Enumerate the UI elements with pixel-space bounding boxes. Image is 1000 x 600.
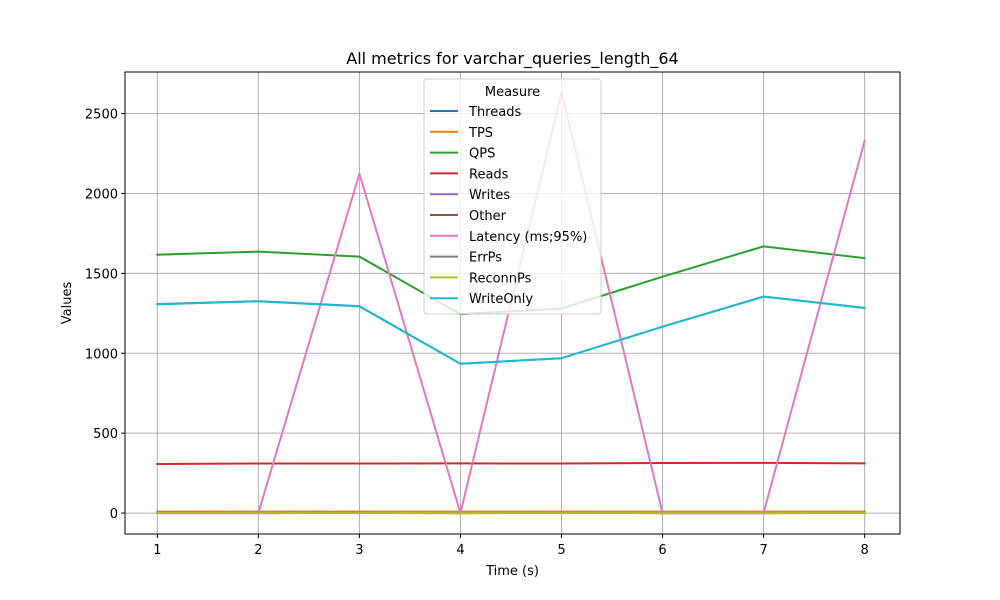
legend-label-reconnps: ReconnPs bbox=[469, 271, 532, 286]
legend-label-writes: Writes bbox=[469, 188, 510, 203]
legend-label-threads: Threads bbox=[468, 105, 521, 120]
x-tick-label: 3 bbox=[355, 543, 363, 558]
y-tick-label: 500 bbox=[93, 427, 118, 442]
legend-label-errps: ErrPs bbox=[469, 251, 502, 266]
x-tick-label: 6 bbox=[658, 543, 666, 558]
axis-ticks: 1 2 3 4 5 6 7 8 0 500 1000 1500 2000 2500 bbox=[85, 108, 869, 558]
x-tick-label: 7 bbox=[759, 543, 767, 558]
y-tick-label: 1500 bbox=[85, 267, 118, 282]
x-tick-label: 1 bbox=[153, 543, 161, 558]
x-axis-label: Time (s) bbox=[485, 564, 539, 579]
legend-label-other: Other bbox=[469, 209, 507, 224]
legend: Measure Threads TPS QPS Reads Writes Other Lat… bbox=[423, 78, 602, 315]
x-tick-label: 2 bbox=[254, 543, 262, 558]
y-tick-label: 2500 bbox=[85, 108, 118, 123]
y-tick-label: 1000 bbox=[85, 347, 118, 362]
series-lines bbox=[156, 91, 866, 515]
series-line-writeonly bbox=[156, 295, 866, 365]
legend-label-latency-ms-95: Latency (ms;95%) bbox=[469, 230, 587, 245]
y-tick-label: 0 bbox=[110, 507, 118, 522]
legend-label-tps: TPS bbox=[468, 126, 493, 141]
y-axis-label: Values bbox=[60, 282, 75, 325]
x-tick-label: 5 bbox=[557, 543, 565, 558]
plot-frame bbox=[124, 71, 901, 535]
legend-label-reads: Reads bbox=[469, 167, 509, 182]
legend-label-qps: QPS bbox=[469, 147, 495, 162]
chart-title: All metrics for varchar_queries_length_6… bbox=[346, 49, 678, 69]
x-tick-label: 8 bbox=[860, 543, 868, 558]
x-tick-label: 4 bbox=[456, 543, 464, 558]
legend-title: Measure bbox=[485, 85, 540, 100]
series-line-reads bbox=[156, 461, 866, 466]
legend-box bbox=[423, 78, 602, 315]
legend-label-writeonly: WriteOnly bbox=[469, 292, 533, 307]
y-tick-label: 2000 bbox=[85, 187, 118, 202]
